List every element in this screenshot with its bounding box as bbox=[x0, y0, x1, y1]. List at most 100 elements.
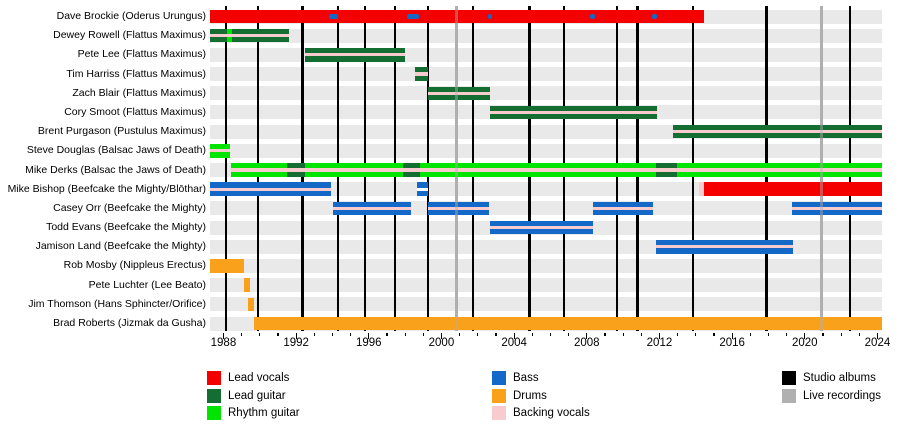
axis-major-tick bbox=[586, 332, 588, 339]
axis-minor-tick bbox=[313, 332, 315, 336]
axis-year-label: 2000 bbox=[428, 337, 455, 349]
row-band bbox=[210, 28, 882, 43]
tenure-bar-drums bbox=[210, 259, 245, 273]
axis-major-tick bbox=[731, 332, 733, 339]
axis-minor-tick bbox=[568, 332, 570, 336]
bass-mark bbox=[487, 14, 493, 19]
legend-swatch-rhythm_guitar bbox=[207, 406, 221, 420]
member-label: Todd Evans (Beefcake the Mighty) bbox=[46, 221, 206, 234]
axis-major-tick bbox=[876, 332, 879, 339]
bass-mark bbox=[406, 14, 419, 19]
axis-minor-tick bbox=[767, 332, 770, 336]
tenure-bar-drums bbox=[244, 278, 250, 292]
axis-major-tick bbox=[222, 332, 225, 339]
bass-mark bbox=[328, 14, 338, 19]
axis-minor-tick bbox=[640, 332, 642, 336]
axis-year-label: 1992 bbox=[283, 337, 309, 349]
row-band bbox=[210, 297, 882, 312]
axis-year-label: 2004 bbox=[501, 337, 527, 349]
bass-mark bbox=[590, 14, 595, 19]
backing-vocals-stripe bbox=[415, 72, 428, 76]
backing-vocals-stripe bbox=[210, 187, 331, 191]
live-recording-line-overlay bbox=[819, 6, 823, 331]
tenure-bar-lead_vocals bbox=[703, 182, 882, 196]
studio-album-line bbox=[224, 6, 228, 331]
row-band bbox=[210, 278, 882, 293]
member-label: Pete Lee (Flattus Maximus) bbox=[77, 48, 206, 61]
axis-minor-tick bbox=[822, 332, 824, 336]
backing-vocals-stripe bbox=[230, 168, 882, 172]
axis-year-label: 2024 bbox=[864, 337, 891, 349]
axis-major-tick bbox=[368, 332, 370, 339]
backing-vocals-stripe bbox=[489, 110, 657, 115]
axis-minor-tick bbox=[677, 332, 679, 336]
legend-swatch-studio_albums bbox=[782, 371, 796, 385]
axis-minor-tick bbox=[331, 332, 334, 336]
axis-minor-tick bbox=[477, 332, 479, 336]
backing-vocals-stripe bbox=[792, 206, 882, 210]
tenure-bar-drums bbox=[254, 316, 882, 331]
legend-swatch-bass bbox=[492, 371, 506, 385]
axis-minor-tick bbox=[622, 332, 624, 336]
bass-mark bbox=[652, 14, 657, 19]
backing-vocals-stripe bbox=[673, 130, 882, 134]
live-recording-line-overlay bbox=[455, 6, 459, 331]
member-label: Cory Smoot (Flattus Maximus) bbox=[64, 105, 206, 118]
axis-minor-tick bbox=[495, 332, 497, 336]
axis-minor-tick bbox=[241, 332, 243, 336]
legend-swatch-live_recordings bbox=[782, 388, 796, 403]
axis-year-label: 1988 bbox=[210, 337, 237, 349]
member-label: Jamison Land (Beefcake the Mighty) bbox=[35, 240, 206, 253]
member-label: Brent Purgason (Pustulus Maximus) bbox=[37, 125, 206, 138]
legend-label: Lead guitar bbox=[228, 389, 286, 402]
axis-minor-tick bbox=[549, 332, 552, 336]
axis-minor-tick bbox=[404, 332, 406, 336]
axis-minor-tick bbox=[713, 332, 715, 336]
backing-vocals-stripe bbox=[427, 206, 489, 210]
member-label: Dave Brockie (Oderus Urungus) bbox=[56, 10, 206, 22]
axis-major-tick bbox=[295, 332, 297, 339]
row-band bbox=[210, 258, 882, 273]
member-label: Pete Luchter (Lee Beato) bbox=[88, 278, 206, 291]
member-label: Mike Bishop (Beefcake the Mighty/Blōthar… bbox=[7, 182, 206, 195]
backing-vocals-stripe bbox=[489, 225, 594, 230]
tenure-bar-drums bbox=[247, 297, 255, 312]
row-band bbox=[210, 143, 882, 158]
backing-vocals-stripe bbox=[655, 245, 793, 249]
backing-vocals-stripe bbox=[210, 34, 289, 38]
axis-major-tick bbox=[658, 332, 661, 339]
axis-major-tick bbox=[440, 332, 443, 339]
axis-minor-tick bbox=[749, 332, 751, 336]
member-label: Tim Harriss (Flattus Maximus) bbox=[66, 67, 206, 80]
axis-major-tick bbox=[513, 332, 515, 339]
axis-minor-tick bbox=[786, 332, 788, 336]
axis-year-label: 1996 bbox=[355, 337, 382, 349]
legend-label: Bass bbox=[513, 372, 539, 384]
axis-year-label: 2008 bbox=[573, 337, 600, 349]
legend-label: Backing vocals bbox=[513, 407, 590, 419]
member-label: Jim Thomson (Hans Sphincter/Orifice) bbox=[28, 297, 206, 310]
tenure-bar-backing_vocals bbox=[699, 182, 704, 196]
member-label: Dewey Rowell (Flattus Maximus) bbox=[53, 29, 206, 42]
legend-label: Studio albums bbox=[803, 372, 876, 384]
legend-label: Lead vocals bbox=[228, 372, 290, 384]
member-label: Zach Blair (Flattus Maximus) bbox=[72, 86, 206, 99]
axis-year-label: 2020 bbox=[791, 337, 818, 349]
axis-minor-tick bbox=[277, 332, 279, 336]
legend-swatch-lead_guitar bbox=[207, 388, 221, 403]
axis-minor-tick bbox=[386, 332, 388, 336]
axis-minor-tick bbox=[531, 332, 533, 336]
backing-vocals-stripe bbox=[210, 149, 230, 153]
legend-swatch-backing_vocals bbox=[492, 406, 506, 420]
member-label: Mike Derks (Balsac the Jaws of Death) bbox=[25, 163, 206, 176]
axis-minor-tick bbox=[259, 332, 261, 336]
axis-minor-tick bbox=[459, 332, 461, 336]
legend-label: Rhythm guitar bbox=[228, 407, 300, 419]
axis-minor-tick bbox=[350, 332, 352, 336]
member-label: Brad Roberts (Jizmak da Gusha) bbox=[53, 317, 206, 330]
legend-swatch-lead_vocals bbox=[207, 371, 221, 385]
backing-vocals-stripe bbox=[593, 206, 654, 210]
axis-minor-tick bbox=[858, 332, 860, 336]
row-band bbox=[210, 67, 882, 82]
